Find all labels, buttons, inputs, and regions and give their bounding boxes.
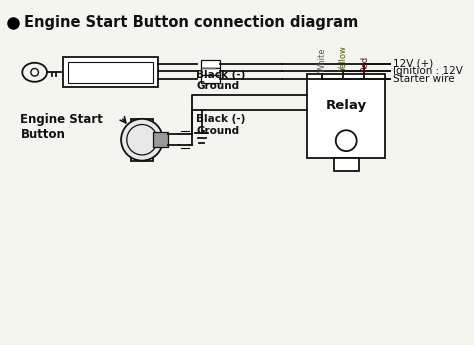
Text: Red: Red xyxy=(360,56,369,72)
Text: 12V (+): 12V (+) xyxy=(393,59,433,69)
FancyBboxPatch shape xyxy=(334,158,358,171)
Text: Engine Start
Button: Engine Start Button xyxy=(20,114,103,141)
Text: Black (-)
Ground: Black (-) Ground xyxy=(196,114,246,136)
Text: Ignition : 12V: Ignition : 12V xyxy=(393,66,463,76)
Text: Black (-)
Ground: Black (-) Ground xyxy=(196,70,246,91)
FancyBboxPatch shape xyxy=(154,132,168,147)
FancyBboxPatch shape xyxy=(201,68,220,75)
FancyBboxPatch shape xyxy=(63,57,158,88)
Text: Relay: Relay xyxy=(326,99,367,112)
Text: Engine Start Button connection diagram: Engine Start Button connection diagram xyxy=(24,16,358,30)
Circle shape xyxy=(121,119,163,161)
FancyBboxPatch shape xyxy=(307,74,385,158)
Text: Starter wire: Starter wire xyxy=(393,74,455,84)
FancyBboxPatch shape xyxy=(130,119,154,161)
Text: Yellow: Yellow xyxy=(339,47,348,72)
FancyBboxPatch shape xyxy=(201,60,220,68)
Text: White: White xyxy=(318,48,327,72)
FancyBboxPatch shape xyxy=(201,75,220,83)
